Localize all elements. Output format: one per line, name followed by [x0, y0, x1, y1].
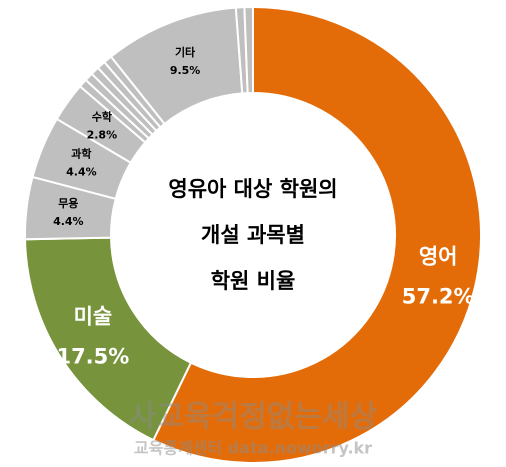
value-label: 4.4% [53, 215, 84, 228]
value-label: 57.2% [402, 285, 475, 309]
category-label: 영어 [419, 245, 458, 269]
value-label: 2.8% [87, 129, 118, 142]
value-label: 4.4% [66, 165, 97, 178]
chart-title: 학원 비율 [211, 269, 296, 293]
slice [243, 5, 254, 95]
category-label: 과학 [71, 146, 91, 160]
slice [152, 5, 482, 464]
watermark: 교육통계센터 data.noworry.kr [134, 439, 372, 458]
chart-title: 개설 과목별 [201, 223, 305, 247]
category-label: 무용 [58, 197, 78, 210]
watermark: 사교육걱정없는세상 [129, 400, 378, 435]
category-label: 수학 [92, 110, 112, 124]
chart-title: 영유아 대상 학원의 [168, 177, 337, 201]
category-label: 미술 [74, 304, 113, 328]
value-label: 9.5% [170, 64, 201, 77]
category-label: 기타 [175, 45, 196, 59]
value-label: 17.5% [56, 344, 129, 368]
